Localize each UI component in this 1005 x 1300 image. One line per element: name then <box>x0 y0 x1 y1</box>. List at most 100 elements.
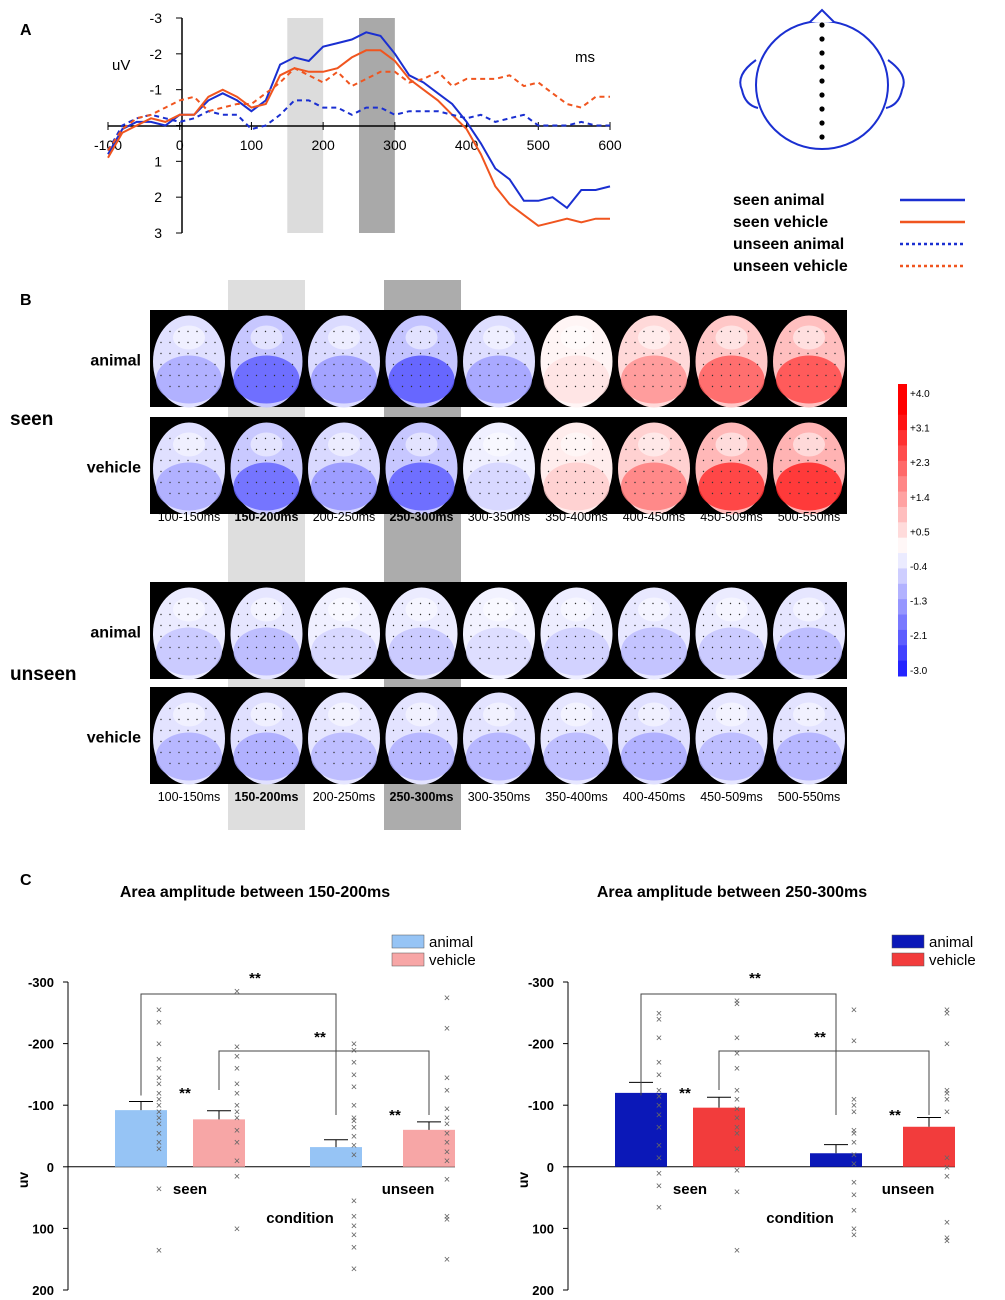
electrode-point <box>333 341 335 344</box>
electrode-point <box>187 341 189 344</box>
data-point: × <box>444 1214 450 1226</box>
electrode-point <box>205 657 207 660</box>
electrode-point <box>401 448 404 451</box>
electrode-point <box>583 718 586 721</box>
electrode-point <box>196 602 198 605</box>
electrode-point <box>524 646 526 649</box>
erp-line-unseen-animal <box>107 99 610 152</box>
electrode-point <box>679 635 681 638</box>
electrode-point <box>246 341 249 344</box>
data-point: × <box>656 1180 662 1192</box>
data-point: × <box>444 1119 450 1131</box>
bar-animal-seen <box>115 1110 167 1167</box>
electrode-point <box>711 762 714 765</box>
electrode-point <box>205 385 207 388</box>
electrode-point <box>780 718 782 721</box>
topo-map-frontal <box>328 702 360 727</box>
electrode-point <box>273 448 276 451</box>
electrode-point <box>401 657 404 660</box>
x-tick-label: 500 <box>527 137 551 153</box>
electrode-point <box>392 481 395 484</box>
electrode-point <box>738 481 741 484</box>
electrode-point <box>333 729 335 732</box>
electrode-point <box>446 459 449 462</box>
topo-map-frontal <box>560 597 593 622</box>
electrode-point <box>574 459 577 462</box>
electrode-point <box>556 613 559 616</box>
electrode-point <box>583 740 586 743</box>
electrode-point <box>798 341 800 344</box>
x-tick-label: 200 <box>311 137 335 153</box>
electrode-point <box>565 602 568 605</box>
electrode-point <box>324 352 326 355</box>
electrode-point <box>446 481 449 484</box>
electrode-point <box>237 740 240 743</box>
electrode-point <box>789 602 791 605</box>
electrode-point <box>315 341 317 344</box>
electrode-point <box>470 613 472 616</box>
electrode-point <box>583 448 586 451</box>
data-point: × <box>444 1072 450 1084</box>
electrode-point <box>816 707 818 710</box>
electrode-point <box>324 492 326 495</box>
data-point: × <box>851 1106 857 1118</box>
electrode-point <box>392 729 395 732</box>
electrode-point <box>652 448 654 451</box>
electrode-point <box>351 657 353 660</box>
electrode-point <box>419 385 422 388</box>
electrode-point <box>488 459 490 462</box>
group-label-unseen: unseen <box>10 664 77 685</box>
electrode-point <box>282 437 285 440</box>
electrode-point <box>524 729 526 732</box>
electrode-point <box>169 729 171 732</box>
electrode-point <box>488 635 490 638</box>
electrode-point <box>273 341 276 344</box>
x-axis-label: condition <box>266 1210 334 1227</box>
electrode-point <box>506 613 508 616</box>
electrode-point <box>205 470 207 473</box>
electrode-point <box>446 385 449 388</box>
electrode-point <box>255 437 258 440</box>
electrode-point <box>255 363 258 366</box>
electrode-point <box>720 374 723 377</box>
electrode-point <box>625 341 627 344</box>
electrode-point <box>756 729 759 732</box>
electrode-point <box>392 352 395 355</box>
electrode-point <box>419 707 422 710</box>
electrode-point <box>342 470 344 473</box>
electrode-point <box>643 437 645 440</box>
electrode-point <box>291 729 294 732</box>
colorbar-cell <box>898 645 907 662</box>
colorbar-cell <box>898 599 907 616</box>
electrode-point <box>255 707 258 710</box>
electrode-point <box>515 481 517 484</box>
electrode-point <box>601 751 604 754</box>
electrode-point <box>756 492 759 495</box>
electrode-point <box>574 352 577 355</box>
electrode-point <box>488 718 490 721</box>
electrode-point <box>634 448 636 451</box>
electrode-point <box>470 729 472 732</box>
electrode-point <box>756 657 759 660</box>
electrode-point <box>351 363 353 366</box>
electrode-point <box>547 613 550 616</box>
electrode-point <box>497 341 499 344</box>
electrode-point <box>798 740 800 743</box>
electrode-point <box>747 729 750 732</box>
electrode-point <box>169 341 171 344</box>
head-diagram <box>739 8 905 150</box>
electrode-point <box>264 613 267 616</box>
electrode-point <box>264 492 267 495</box>
electrode-point <box>488 448 490 451</box>
bar-chart-150-200: Area amplitude between 150-200ms-300-200… <box>15 884 476 1298</box>
electrode-point <box>634 470 636 473</box>
electrode-point <box>720 729 723 732</box>
electrode-point <box>488 330 490 333</box>
electrode-point <box>324 385 326 388</box>
electrode-point <box>574 613 577 616</box>
electrode-point <box>437 330 440 333</box>
electrode-point <box>205 740 207 743</box>
electrode-point <box>351 374 353 377</box>
electrode-point <box>565 751 568 754</box>
electrode-point <box>205 707 207 710</box>
